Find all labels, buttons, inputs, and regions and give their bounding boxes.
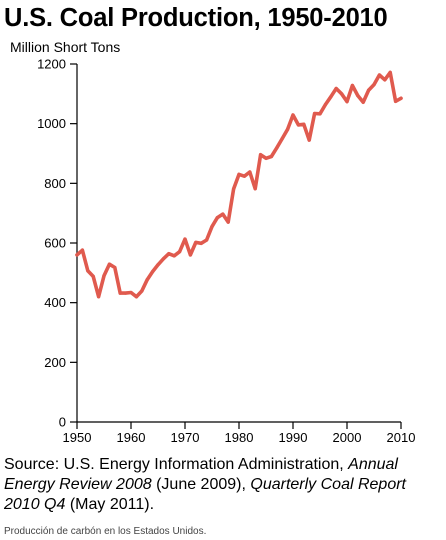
- data-point: [86, 269, 90, 273]
- data-point: [275, 146, 279, 150]
- data-point: [356, 94, 360, 98]
- source-note: Source: U.S. Energy Information Administ…: [4, 455, 442, 515]
- y-tick-label: 1000: [37, 116, 66, 131]
- data-point: [91, 274, 95, 279]
- data-point: [318, 112, 322, 116]
- data-point: [291, 113, 295, 117]
- data-point: [388, 70, 392, 74]
- y-tick-label: 1200: [37, 57, 66, 72]
- data-point: [194, 240, 198, 245]
- data-point: [113, 265, 117, 270]
- data-point: [377, 73, 381, 77]
- y-axis-label: Million Short Tons: [10, 39, 120, 55]
- data-point: [226, 220, 230, 224]
- data-point: [280, 136, 284, 141]
- source-middle: (June 2009),: [151, 476, 251, 493]
- y-tick-label: 200: [44, 355, 66, 370]
- data-point: [118, 291, 122, 295]
- data-point: [264, 156, 268, 160]
- x-tick-label: 1990: [279, 430, 308, 445]
- data-point: [307, 138, 311, 142]
- x-tick-label: 2000: [333, 430, 362, 445]
- data-point: [188, 253, 192, 257]
- line-chart: Million Short Tons 0 200 400 600 800 1000 1200…: [10, 39, 415, 446]
- x-tick-label: 1980: [225, 430, 254, 445]
- data-point: [323, 102, 327, 107]
- data-point: [334, 86, 338, 91]
- data-point: [134, 295, 138, 299]
- data-point: [205, 238, 209, 242]
- source-suffix: (May 2011).: [65, 496, 155, 513]
- chart-title: U.S. Coal Production, 1950-2010: [4, 4, 388, 32]
- data-point: [361, 100, 365, 104]
- data-point: [232, 187, 236, 191]
- data-point: [253, 187, 257, 191]
- data-point: [140, 289, 144, 293]
- data-point: [242, 174, 246, 178]
- data-point: [399, 96, 403, 100]
- data-point: [161, 257, 165, 261]
- data-point: [329, 95, 333, 99]
- data-point: [248, 170, 252, 174]
- data-point: [269, 154, 273, 159]
- data-point: [145, 278, 149, 282]
- data-point: [383, 78, 387, 82]
- data-point: [296, 123, 300, 127]
- source-prefix: Source: U.S. Energy Information Administ…: [4, 456, 349, 473]
- coal-production-line: [75, 70, 403, 299]
- data-point: [394, 99, 398, 103]
- y-tick-label: 800: [44, 176, 66, 191]
- data-point: [210, 224, 214, 229]
- y-tick-label: 600: [44, 236, 66, 251]
- data-point: [340, 92, 344, 96]
- data-point: [107, 262, 111, 266]
- data-point: [345, 99, 349, 104]
- image-caption: Producción de carbón en los Estados Unid…: [4, 526, 207, 537]
- x-tick-label: 1970: [171, 430, 200, 445]
- data-point: [151, 270, 155, 274]
- data-point: [167, 252, 171, 256]
- y-tick-label: 400: [44, 295, 66, 310]
- data-point: [372, 82, 376, 87]
- data-point: [237, 172, 241, 176]
- data-point: [302, 122, 306, 126]
- y-tick-label: 0: [59, 415, 66, 430]
- data-point: [172, 254, 176, 258]
- data-point: [102, 274, 106, 278]
- data-point: [80, 248, 84, 252]
- data-point: [156, 263, 160, 267]
- data-point: [183, 237, 187, 241]
- data-point: [221, 212, 225, 216]
- data-point: [97, 295, 101, 299]
- data-point: [313, 111, 317, 116]
- data-point: [350, 83, 354, 88]
- data-point: [259, 153, 263, 157]
- source-title-quarterly-report: Quarterly Coal Report 2010 Q4: [4, 476, 406, 513]
- data-point: [215, 216, 219, 220]
- x-tick-label: 2010: [387, 430, 416, 445]
- data-point: [199, 241, 203, 245]
- chart-axes: 0 200 400 600 800 1000 1200 1950 1960 1970 1980 199…: [37, 57, 415, 446]
- source-title-annual-review: Annual Energy Review 2008: [4, 456, 398, 493]
- data-point: [178, 250, 182, 254]
- chart-marks: [75, 70, 403, 299]
- x-tick-label: 1950: [63, 430, 92, 445]
- data-point: [75, 253, 79, 257]
- data-point: [124, 291, 128, 295]
- x-tick-label: 1960: [117, 430, 146, 445]
- data-point: [286, 127, 290, 131]
- data-point: [129, 290, 133, 295]
- data-point: [367, 88, 371, 92]
